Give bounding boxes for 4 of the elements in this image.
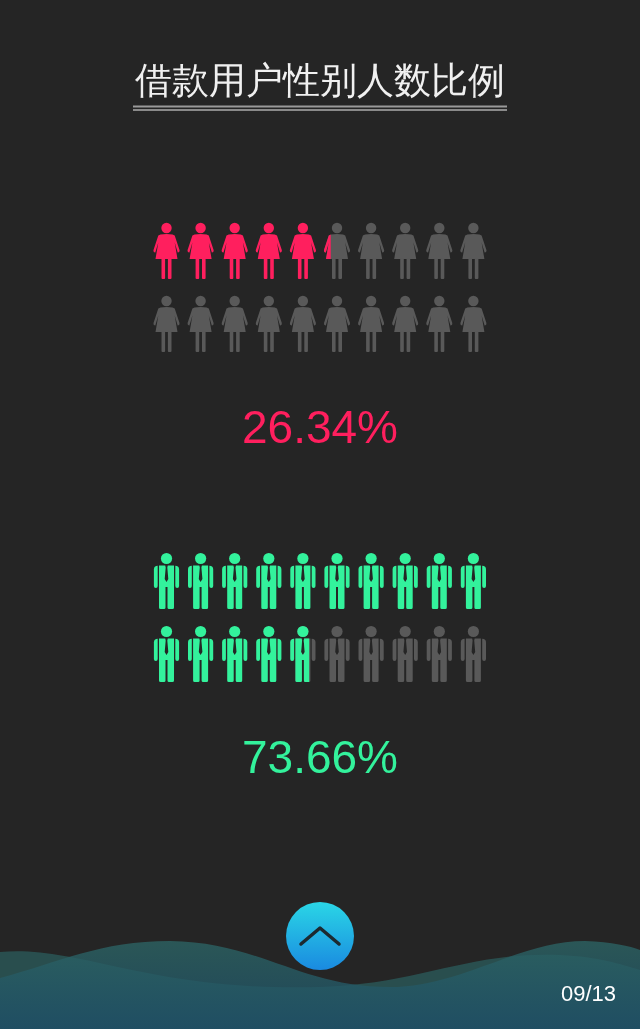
text: 借款用户性别人数比例: [135, 58, 505, 102]
text: 09/13: [560, 981, 616, 1006]
data-label: 26.34%: [241, 401, 399, 453]
data-label: 73.66%: [241, 731, 399, 783]
